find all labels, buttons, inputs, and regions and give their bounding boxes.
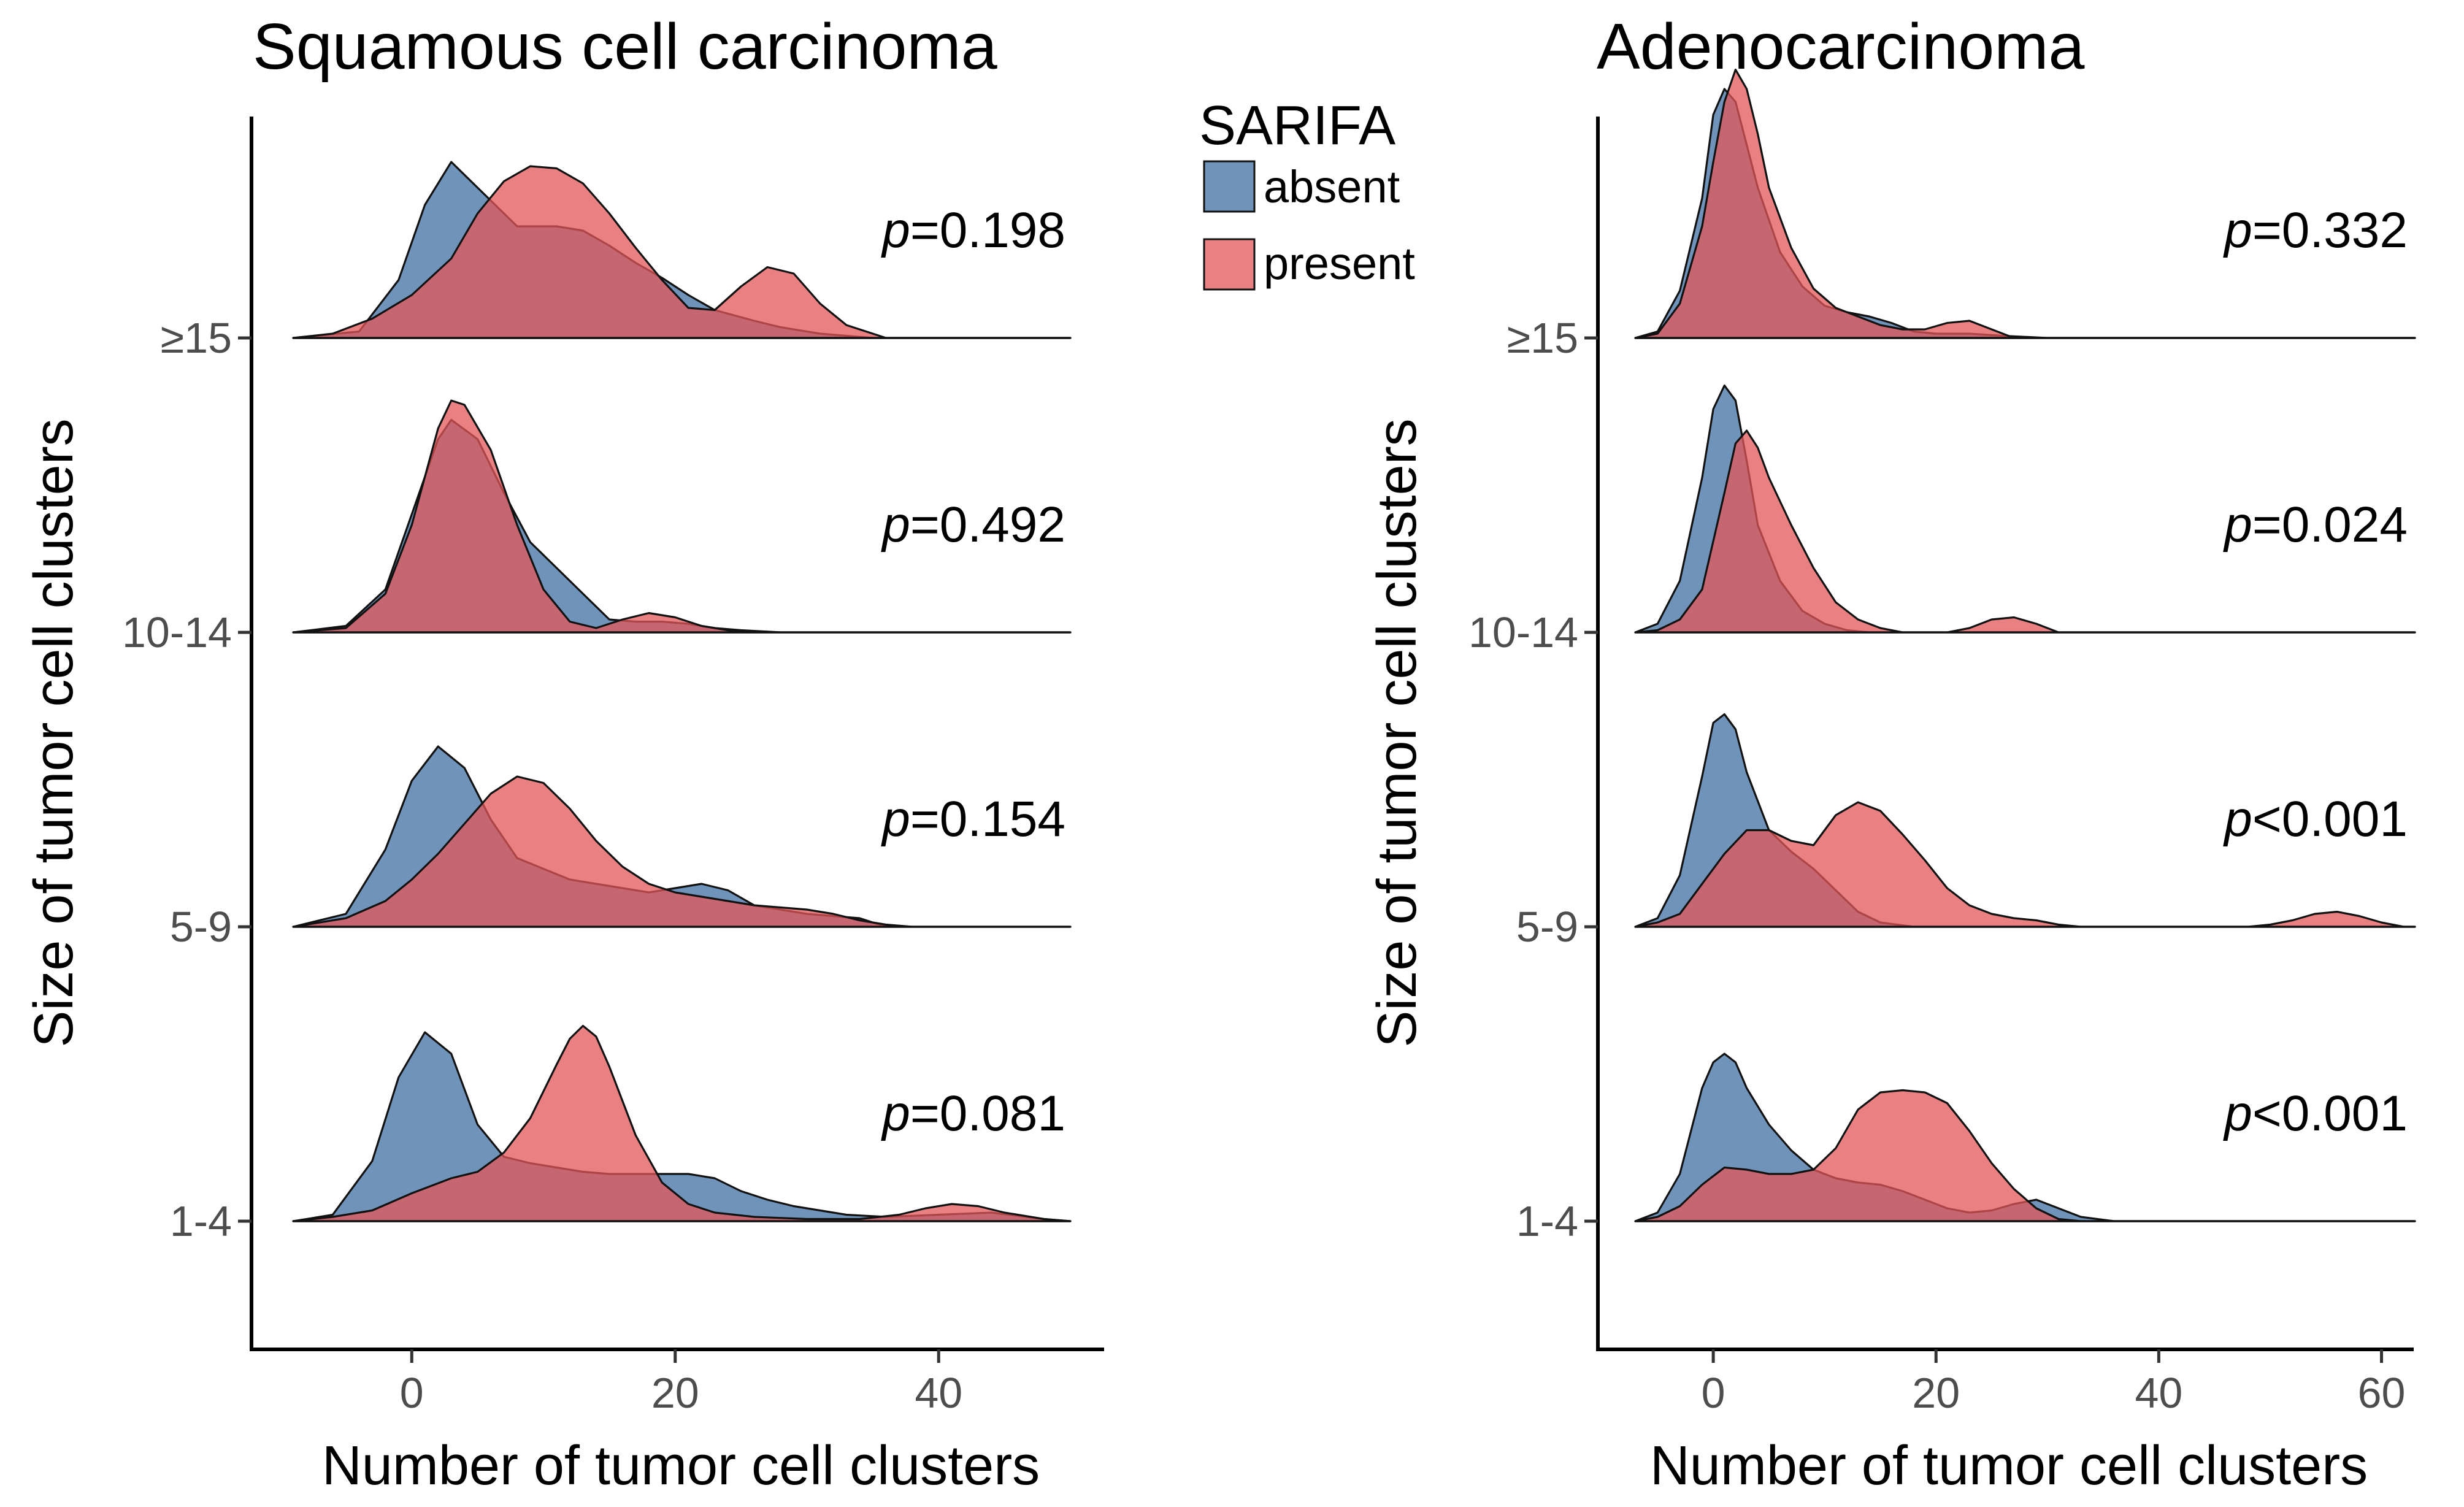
legend-label-absent: absent [1264, 161, 1400, 212]
panel-adenocarcinoma: Adenocarcinoma 0 20 40 60 Number of tumor cel… [1367, 10, 2416, 1497]
p-value-1-4: p<0.001 [2222, 1086, 2408, 1141]
density-present-10-14 [292, 399, 1072, 634]
y-tick-label-5-9: 5-9 [170, 903, 232, 951]
legend: SARIFA absent present [1199, 95, 1415, 291]
panel-title: Adenocarcinoma [1597, 10, 2085, 83]
ridge-group-10-14 [1634, 384, 2416, 634]
legend-label-present: present [1264, 238, 1415, 289]
y-tick-label-1-4: 1-4 [1516, 1197, 1578, 1245]
legend-key-absent [1203, 160, 1256, 213]
p-value-10-14: p=0.024 [2222, 497, 2408, 553]
y-tick-label-10-14: 10-14 [122, 608, 232, 656]
ridge-group-1-4 [292, 1024, 1072, 1222]
x-tick-label: 20 [1912, 1369, 1960, 1417]
ridge-group-ge15 [1634, 68, 2416, 339]
density-present-ge15 [1634, 68, 2416, 339]
panel-title: Squamous cell carcinoma [253, 10, 997, 83]
density-present-ge15 [292, 165, 1072, 339]
x-tick-label: 20 [651, 1369, 699, 1417]
x-tick-label: 0 [1702, 1369, 1725, 1417]
ridge-group-10-14 [292, 399, 1072, 634]
p-value-5-9: p=0.154 [880, 791, 1065, 847]
panel-squamous: Squamous cell carcinoma 0 20 40 Number of tu… [23, 10, 1104, 1497]
y-tick-label-5-9: 5-9 [1516, 903, 1578, 951]
legend-title: SARIFA [1199, 95, 1395, 156]
density-present-1-4 [292, 1024, 1072, 1222]
density-present-10-14 [1634, 429, 2416, 634]
ridge-group-1-4 [1634, 1053, 2416, 1222]
ridge-group-ge15 [292, 161, 1072, 339]
legend-key-present [1203, 238, 1256, 291]
ridge-group-5-9 [292, 745, 1072, 928]
ridge-group-5-9 [1634, 713, 2416, 928]
x-axis-title: Number of tumor cell clusters [1650, 1435, 2368, 1497]
y-tick-label-ge15: ≥15 [161, 314, 232, 362]
y-tick-label-1-4: 1-4 [170, 1197, 232, 1245]
p-value-1-4: p=0.081 [880, 1086, 1065, 1141]
y-tick-label-10-14: 10-14 [1468, 608, 1578, 656]
x-axis-title: Number of tumor cell clusters [322, 1435, 1040, 1497]
p-value-ge15: p=0.198 [880, 202, 1065, 258]
density-present-5-9 [1634, 801, 2416, 928]
x-tick-label: 60 [2358, 1369, 2406, 1417]
x-tick-label: 40 [2135, 1369, 2182, 1417]
density-present-1-4 [1634, 1089, 2416, 1222]
density-present-5-9 [292, 775, 1072, 928]
p-value-ge15: p=0.332 [2222, 202, 2408, 258]
p-value-10-14: p=0.492 [880, 497, 1065, 553]
y-tick-label-ge15: ≥15 [1507, 314, 1578, 362]
x-tick-label: 40 [915, 1369, 962, 1417]
x-tick-label: 0 [400, 1369, 424, 1417]
y-axis-title: Size of tumor cell clusters [23, 418, 85, 1047]
p-value-5-9: p<0.001 [2222, 791, 2408, 847]
y-axis-title: Size of tumor cell clusters [1367, 418, 1428, 1047]
